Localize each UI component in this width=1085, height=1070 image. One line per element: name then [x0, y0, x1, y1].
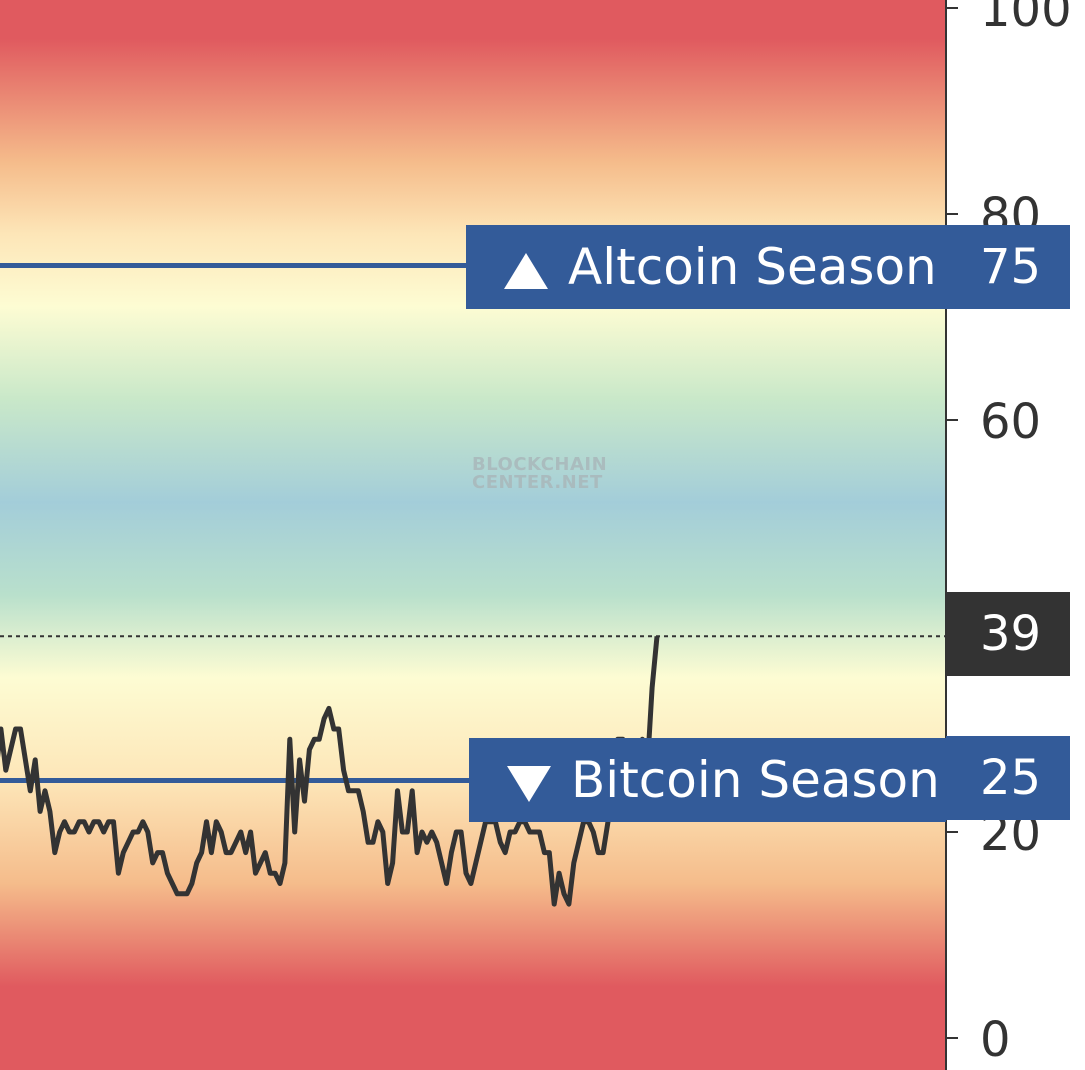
altcoin-season-label: Altcoin Season [466, 225, 946, 309]
bitcoin-season-value: 25 [946, 736, 1070, 820]
altcoin-season-value: 75 [946, 225, 1070, 309]
watermark-line-2: CENTER.NET [472, 472, 603, 493]
triangle-up-icon [504, 252, 548, 289]
bitcoin-season-text: Bitcoin Season [571, 751, 940, 809]
current-value-badge: 39 [946, 592, 1070, 676]
y-tick-label: 60 [980, 394, 1041, 450]
watermark-line-1: BLOCKCHAIN [472, 454, 608, 475]
bitcoin-season-label: Bitcoin Season [469, 738, 946, 822]
y-tick-label: 100 [980, 0, 1072, 38]
altcoin-season-text: Altcoin Season [568, 238, 937, 296]
watermark-logo: BLOCKCHAIN CENTER.NET [472, 456, 612, 492]
triangle-down-icon [507, 765, 551, 802]
series-line-0 [0, 636, 660, 907]
chart-background [0, 0, 946, 1070]
y-tick-label: 0 [980, 1012, 1011, 1068]
